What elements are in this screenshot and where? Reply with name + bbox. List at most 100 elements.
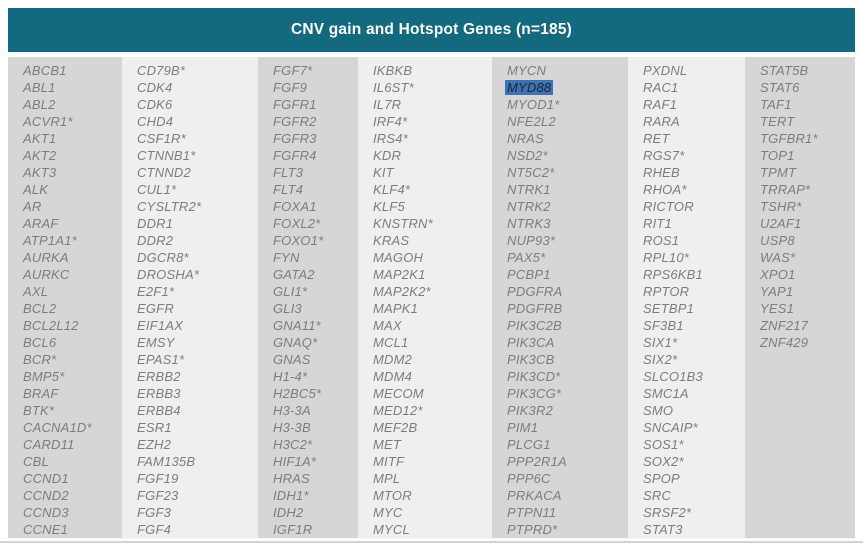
gene-item: KIT — [373, 165, 394, 180]
gene-row: MAP2K2* — [373, 283, 492, 300]
gene-row: AURKA — [23, 249, 122, 266]
gene-item: MAX — [373, 318, 402, 333]
gene-row: BCL6 — [23, 334, 122, 351]
gene-item: BCL2L12 — [23, 318, 79, 333]
gene-row: FGF3 — [137, 504, 258, 521]
gene-item: MCL1 — [373, 335, 409, 350]
gene-item: USP8 — [760, 233, 795, 248]
gene-row: GATA2 — [273, 266, 358, 283]
gene-item: PIK3C2B — [507, 318, 562, 333]
gene-item: MYOD1* — [507, 97, 560, 112]
gene-item: PTPN11 — [507, 505, 557, 520]
gene-row: PPP2R1A — [507, 453, 628, 470]
gene-row: PTPN11 — [507, 504, 628, 521]
gene-row: NFE2L2 — [507, 113, 628, 130]
gene-item: EZH2 — [137, 437, 172, 452]
gene-item: MTOR — [373, 488, 412, 503]
gene-row: NSD2* — [507, 147, 628, 164]
gene-item: MITF — [373, 454, 405, 469]
gene-item: CCND3 — [23, 505, 69, 520]
gene-row: GNA11* — [273, 317, 358, 334]
gene-row: ABL1 — [23, 79, 122, 96]
gene-row: FGF7* — [273, 62, 358, 79]
gene-row: SMO — [643, 402, 745, 419]
gene-item: FGF3 — [137, 505, 172, 520]
gene-item: SOS1* — [643, 437, 684, 452]
gene-row: KNSTRN* — [373, 215, 492, 232]
gene-item: GNA11* — [273, 318, 321, 333]
gene-item: IL7R — [373, 97, 402, 112]
gene-item: RAC1 — [643, 80, 679, 95]
gene-row: TSHR* — [760, 198, 855, 215]
gene-item: NTRK3 — [507, 216, 551, 231]
gene-row: MEF2B — [373, 419, 492, 436]
gene-item: BCL2 — [23, 301, 57, 316]
gene-item: MET — [373, 437, 402, 452]
gene-row: IKBKB — [373, 62, 492, 79]
gene-row: CTNNB1* — [137, 147, 258, 164]
gene-row: PRKACA — [507, 487, 628, 504]
gene-item: PDGFRA — [507, 284, 563, 299]
gene-row: H2BC5* — [273, 385, 358, 402]
gene-row: FLT4 — [273, 181, 358, 198]
gene-item: BCR* — [23, 352, 57, 367]
gene-item: XPO1 — [760, 267, 796, 282]
gene-item: TRRAP* — [760, 182, 811, 197]
gene-row: RICTOR — [643, 198, 745, 215]
gene-row: NT5C2* — [507, 164, 628, 181]
gene-item: MAGOH — [373, 250, 424, 265]
gene-item: BRAF — [23, 386, 59, 401]
gene-item: AURKC — [23, 267, 70, 282]
gene-row: FYN — [273, 249, 358, 266]
gene-item: FOXA1 — [273, 199, 317, 214]
gene-item: ERBB2 — [137, 369, 181, 384]
gene-item: SETBP1 — [643, 301, 695, 316]
gene-item: FLT4 — [273, 182, 304, 197]
gene-item: PTPRD* — [507, 522, 558, 537]
gene-item: SF3B1 — [643, 318, 684, 333]
gene-item: MAP2K2* — [373, 284, 431, 299]
gene-item: CDK4 — [137, 80, 173, 95]
gene-row: RAF1 — [643, 96, 745, 113]
gene-item: FAM135B — [137, 454, 196, 469]
gene-row: PIK3C2B — [507, 317, 628, 334]
gene-row: KLF4* — [373, 181, 492, 198]
gene-item: RHEB — [643, 165, 680, 180]
gene-row: FGF4 — [137, 521, 258, 538]
gene-row: RPTOR — [643, 283, 745, 300]
gene-item: KRAS — [373, 233, 410, 248]
gene-row: BRAF — [23, 385, 122, 402]
gene-row: PIK3CD* — [507, 368, 628, 385]
gene-item: EGFR — [137, 301, 174, 316]
gene-row: EPAS1* — [137, 351, 258, 368]
gene-row: ROS1 — [643, 232, 745, 249]
gene-item: BMP5* — [23, 369, 65, 384]
gene-row: PIK3CG* — [507, 385, 628, 402]
gene-item: MAPK1 — [373, 301, 419, 316]
gene-row: RHOA* — [643, 181, 745, 198]
gene-item: WAS* — [760, 250, 796, 265]
gene-row: CCND2 — [23, 487, 122, 504]
gene-row: BCL2 — [23, 300, 122, 317]
gene-item: PCBP1 — [507, 267, 551, 282]
gene-column-3: FGF7* FGF9 FGFR1 FGFR2 FGFR3 FGFR4 FLT3 FLT4 FOX… — [258, 57, 358, 538]
gene-item: ZNF429 — [760, 335, 809, 350]
gene-row: ERBB4 — [137, 402, 258, 419]
gene-item: SRC — [643, 488, 672, 503]
gene-row: MDM2 — [373, 351, 492, 368]
gene-row: EIF1AX — [137, 317, 258, 334]
gene-row: TGFBR1* — [760, 130, 855, 147]
gene-row: TAF1 — [760, 96, 855, 113]
gene-item: PAX5* — [507, 250, 546, 265]
gene-item: FOXL2* — [273, 216, 321, 231]
gene-item: NSD2* — [507, 148, 548, 163]
gene-item: FOXO1* — [273, 233, 324, 248]
gene-row: FGFR2 — [273, 113, 358, 130]
gene-row: CARD11 — [23, 436, 122, 453]
gene-item: PIK3CA — [507, 335, 555, 350]
gene-item: GLI1* — [273, 284, 308, 299]
gene-item: PIK3CB — [507, 352, 555, 367]
gene-row: MCL1 — [373, 334, 492, 351]
gene-item: PIK3CD* — [507, 369, 561, 384]
gene-row: PIK3CA — [507, 334, 628, 351]
